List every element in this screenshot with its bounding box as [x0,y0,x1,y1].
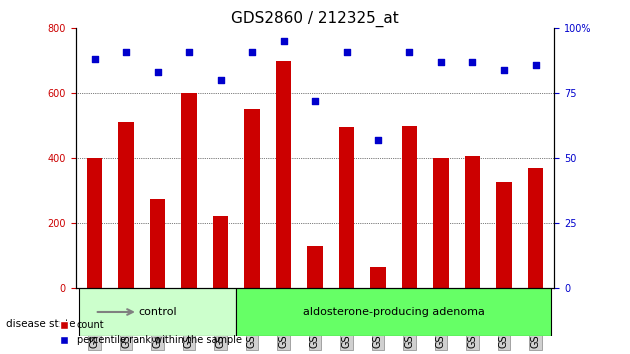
Bar [276,61,291,288]
Bar [496,182,512,288]
Point [278,39,289,44]
Point [436,59,446,65]
Point [499,67,509,73]
Bar [370,267,386,288]
Bar [150,199,165,288]
Point [152,70,163,75]
Bar [528,168,543,288]
Bar [87,158,102,288]
Bar [339,127,354,288]
Bar [213,216,228,288]
Point [89,57,100,62]
Bar [181,93,197,288]
Bar [244,109,260,288]
Text: control: control [138,307,177,317]
Text: disease state: disease state [6,319,76,329]
Point [530,62,541,68]
Bar [118,122,134,288]
Point [121,49,131,55]
Bar [433,158,449,288]
FancyBboxPatch shape [79,288,236,336]
Point [404,49,415,55]
Point [341,49,352,55]
Title: GDS2860 / 212325_at: GDS2860 / 212325_at [231,11,399,27]
Point [467,59,478,65]
Point [215,78,226,83]
Text: aldosterone-producing adenoma: aldosterone-producing adenoma [303,307,484,317]
Point [310,98,320,104]
Bar [307,246,323,288]
Point [373,137,383,143]
Bar [402,126,417,288]
Point [184,49,194,55]
Legend: count, percentile rank within the sample: count, percentile rank within the sample [55,316,246,349]
Point [247,49,257,55]
Bar [464,156,480,288]
FancyBboxPatch shape [236,288,551,336]
